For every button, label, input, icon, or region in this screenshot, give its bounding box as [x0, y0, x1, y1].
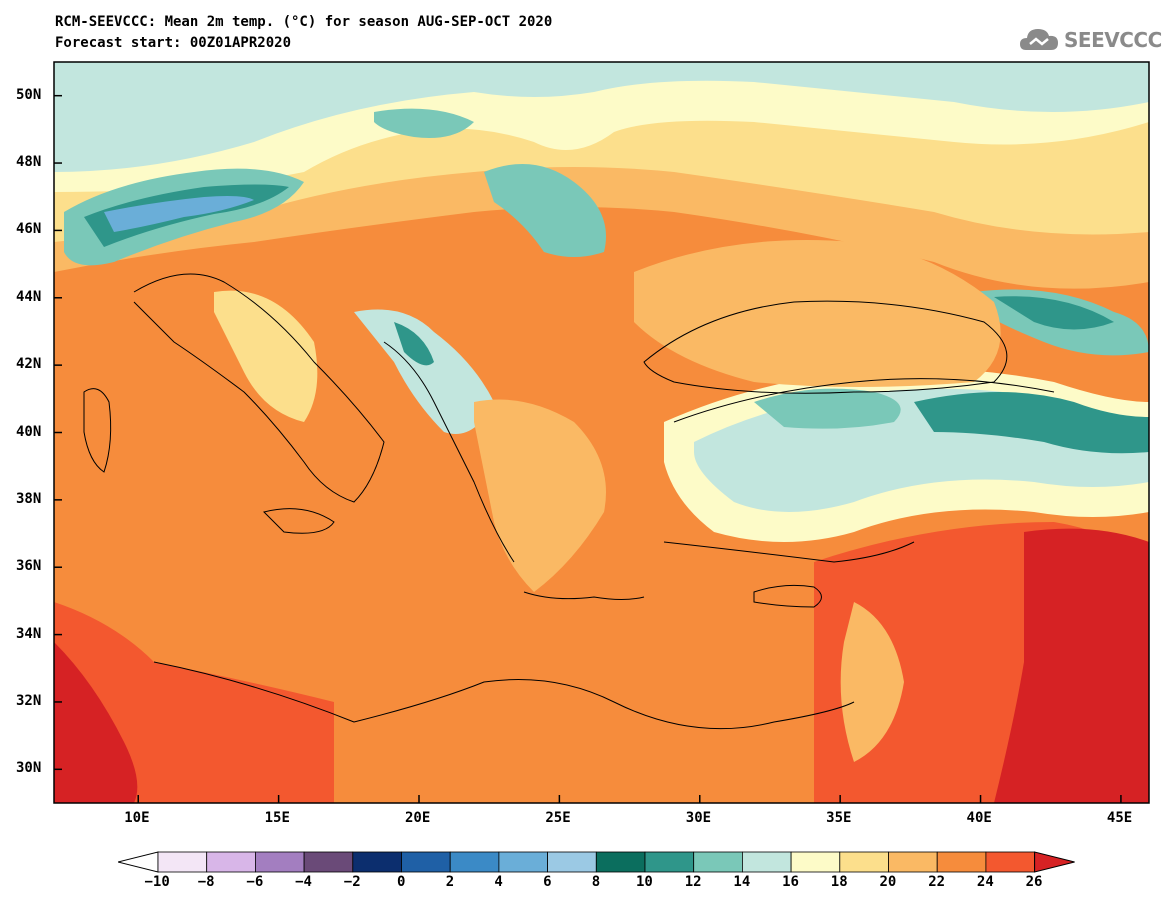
colorbar-bin — [449, 851, 500, 873]
colorbar-bin — [352, 851, 402, 873]
map-title: RCM-SEEVCCC: Mean 2m temp. (°C) for seas… — [55, 14, 553, 30]
lon-label: 15E — [264, 810, 290, 826]
colorbar-label: 24 — [976, 874, 994, 890]
cloud-icon — [1020, 29, 1058, 50]
colorbar-label: 22 — [928, 874, 946, 890]
colorbar-under-arrow — [118, 851, 159, 873]
colorbar-bin — [936, 851, 987, 873]
colorbar-label: 20 — [879, 874, 897, 890]
colorbar-label: 10 — [636, 874, 653, 890]
colorbar-label: 12 — [684, 874, 702, 890]
lat-label: 50N — [16, 86, 42, 103]
colorbar-label: 4 — [494, 874, 503, 890]
colorbar-label: 26 — [1025, 874, 1043, 890]
colorbar-bin — [888, 851, 938, 873]
colorbar-label: 8 — [591, 874, 601, 890]
colorbar-bin — [839, 851, 889, 873]
colorbar-bin — [790, 851, 841, 873]
colorbar-bin — [206, 851, 256, 873]
lon-label: 45E — [1106, 810, 1133, 826]
lat-label: 40N — [16, 423, 42, 440]
lat-label: 44N — [16, 288, 42, 305]
forecast-start-label: Forecast start: 00Z01APR2020 — [55, 35, 292, 51]
colorbar-bin — [644, 851, 695, 873]
coastlines — [83, 273, 1055, 730]
colorbar — [118, 851, 1075, 873]
logo-text: SEEVCCC — [1064, 28, 1162, 52]
lon-label: 25E — [545, 810, 571, 826]
colorbar-bin — [303, 851, 354, 873]
colorbar-bin — [157, 851, 208, 873]
colorbar-bin — [595, 851, 646, 873]
colorbar-bin — [693, 851, 743, 873]
seevccc-logo: SEEVCCC — [1018, 24, 1162, 56]
colorbar-label: 6 — [543, 874, 552, 890]
lon-label: 40E — [966, 810, 992, 826]
lon-label: 20E — [405, 810, 431, 826]
lon-label: 35E — [826, 810, 852, 826]
colorbar-label: −6 — [246, 874, 264, 890]
lat-label: 38N — [16, 490, 42, 507]
colorbar-label: 18 — [830, 874, 848, 890]
lat-label: 42N — [16, 356, 42, 373]
colorbar-label: −2 — [343, 874, 361, 890]
lat-label: 46N — [16, 221, 42, 238]
lon-label: 10E — [124, 810, 150, 826]
colorbar-label: −8 — [197, 874, 215, 890]
colorbar-label: 14 — [733, 874, 751, 890]
lon-label: 30E — [685, 810, 712, 826]
colorbar-bin — [401, 851, 451, 873]
lat-label: 32N — [16, 692, 42, 709]
colorbar-label: 2 — [445, 874, 455, 890]
colorbar-label: −10 — [144, 874, 170, 890]
lat-label: 36N — [16, 558, 42, 575]
lat-label: 30N — [16, 760, 42, 777]
colorbar-bin — [498, 851, 548, 873]
colorbar-bin — [547, 851, 597, 873]
colorbar-label: 0 — [397, 874, 406, 890]
colorbar-label: 16 — [782, 874, 799, 890]
colorbar-bin — [254, 851, 305, 873]
colorbar-over-arrow — [1034, 851, 1075, 873]
colorbar-label: −4 — [295, 874, 312, 890]
temperature-map — [54, 62, 1149, 803]
colorbar-bin — [742, 851, 792, 873]
lat-label: 34N — [16, 625, 42, 642]
lat-label: 48N — [16, 154, 42, 171]
colorbar-bin — [985, 851, 1036, 873]
